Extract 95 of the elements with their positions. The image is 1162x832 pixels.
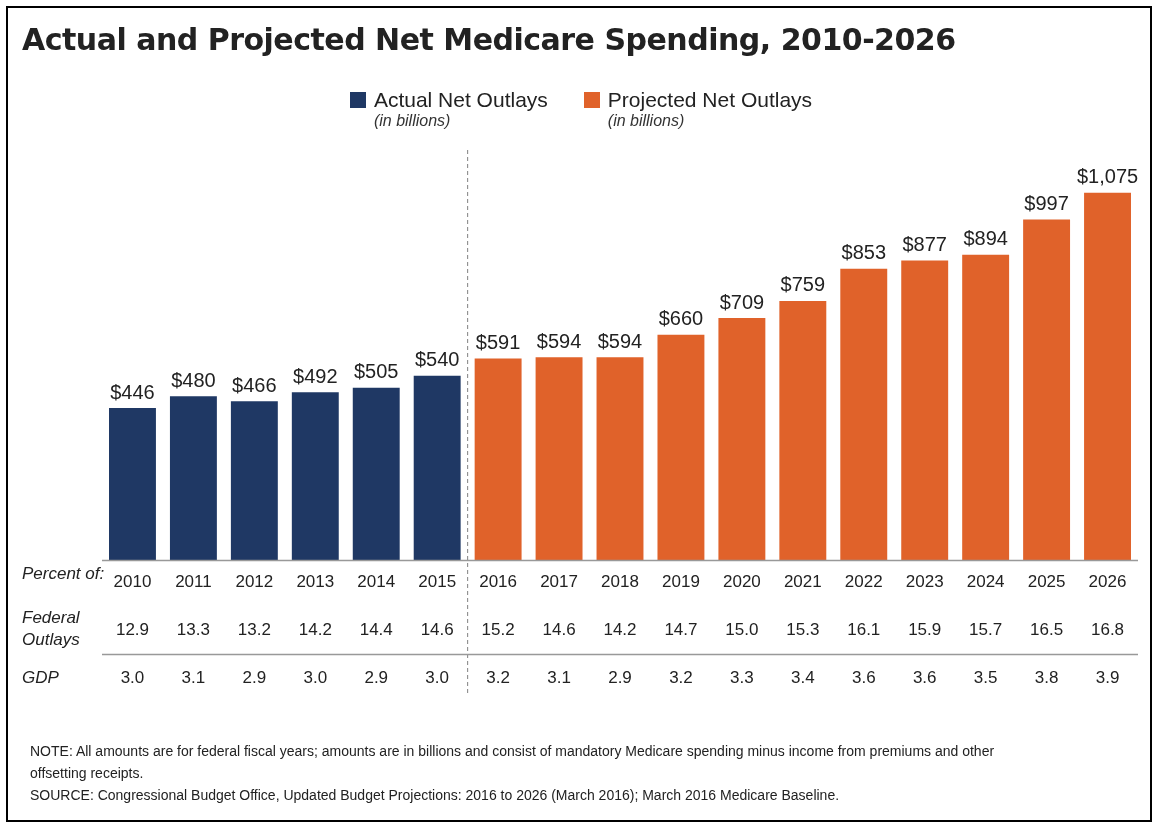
text: 3.2 (486, 668, 510, 688)
text: 3.6 (851, 668, 876, 688)
x-tick-label: 2020 (722, 572, 761, 592)
text: 12.9 (115, 620, 150, 640)
bar (535, 357, 583, 561)
x-tick-label: 2018 (601, 572, 639, 592)
bar (169, 396, 217, 561)
text: NOTE: All amounts are for federal fiscal years; amounts are in billions and consist of mandatory Medicare spending minus income from premiums and other offsetting receipts. (30, 742, 996, 783)
text: 16.5 (1030, 620, 1064, 640)
text: 14.2 (298, 620, 332, 640)
data-label: $591 (475, 330, 521, 353)
text: 14.4 (359, 620, 393, 640)
data-label: $877 (902, 233, 947, 256)
data-label: $466 (232, 373, 277, 396)
text: 3.0 (303, 668, 328, 688)
bar (840, 268, 888, 561)
text: 3.6 (912, 668, 937, 688)
bar (657, 334, 705, 561)
data-label: $540 (414, 348, 460, 371)
data-label: $709 (719, 290, 765, 313)
bar (109, 407, 156, 561)
text: 3.0 (120, 668, 145, 688)
data-label: $446 (110, 380, 155, 403)
bar (413, 375, 461, 561)
text: GDP (22, 668, 60, 688)
text: Percent of: (22, 564, 105, 584)
text: 13.3 (176, 620, 210, 640)
text: 3.1 (181, 668, 206, 688)
x-tick-label: 2021 (783, 572, 822, 592)
text: 2.9 (364, 668, 389, 688)
x-tick-label: 2022 (844, 572, 883, 592)
bar (230, 401, 278, 561)
bar (718, 318, 766, 561)
bar (901, 260, 949, 561)
x-tick-label: 2011 (175, 572, 212, 592)
text: 3.3 (730, 668, 754, 688)
data-label: $480 (171, 368, 216, 391)
data-label: $853 (841, 241, 887, 264)
x-tick-label: 2025 (1027, 572, 1066, 592)
x-tick-label: 2026 (1088, 572, 1127, 592)
text: 3.9 (1095, 668, 1120, 688)
text: 15.3 (786, 620, 820, 640)
x-tick-label: 2024 (966, 572, 1005, 592)
text: 3.0 (425, 668, 449, 688)
text: 3.1 (547, 668, 571, 688)
data-label: $660 (658, 307, 704, 330)
x-tick-label: 2023 (905, 572, 944, 592)
x-tick-label: 2013 (296, 572, 335, 592)
data-label: $505 (353, 360, 399, 383)
data-label: $492 (293, 364, 338, 387)
bar (596, 357, 644, 561)
bar (291, 392, 339, 561)
x-tick-label: 2017 (540, 572, 578, 592)
data-label: $1,075 (1076, 165, 1139, 188)
text: Federal Outlays (22, 608, 81, 650)
x-tick-label: 2015 (418, 572, 457, 592)
text: 15.7 (969, 620, 1003, 640)
bar (352, 387, 400, 561)
legend-label: Projected Net Outlays (607, 88, 813, 112)
text: 15.2 (481, 620, 515, 640)
source-note: SOURCE: Congressional Budget Office, Updated Budget Projections: 2016 to 2026 (March 2016); March 2016 Medicare Baseline. (30, 786, 841, 805)
text: 3.5 (973, 668, 998, 688)
bar (962, 254, 1010, 561)
text: 16.8 (1090, 620, 1125, 640)
bar (474, 358, 522, 561)
data-label: $759 (780, 273, 826, 296)
text: 14.6 (542, 620, 576, 640)
x-tick-label: 2019 (662, 572, 700, 592)
text: 15.9 (908, 620, 942, 640)
data-label: $594 (597, 329, 643, 352)
x-tick-label: 2014 (357, 572, 396, 592)
text: 3.8 (1034, 668, 1059, 688)
legend-label: Actual Net Outlays (373, 88, 548, 112)
bar (779, 300, 827, 561)
bar (1084, 192, 1131, 561)
text: 13.2 (237, 620, 271, 640)
text: 14.2 (603, 620, 637, 640)
text: 15.0 (725, 620, 759, 640)
text: 3.4 (791, 668, 815, 688)
bar (1023, 219, 1071, 561)
data-label: $594 (536, 329, 582, 352)
text: 14.6 (420, 620, 454, 640)
data-label: $894 (963, 227, 1008, 250)
text: (in billions) (373, 112, 452, 130)
text: (in billions) (607, 112, 686, 130)
text: 2.9 (608, 668, 632, 688)
x-tick-label: 2012 (235, 572, 274, 592)
data-label: $997 (1024, 191, 1069, 214)
text: 3.2 (669, 668, 693, 688)
x-tick-label: 2016 (479, 572, 518, 592)
text: 14.7 (664, 620, 698, 640)
text: 2.9 (242, 668, 267, 688)
text: 16.1 (847, 620, 881, 640)
x-tick-label: 2010 (113, 572, 152, 592)
chart-title: Actual and Projected Net Medicare Spending, 2010-2026 (22, 22, 956, 57)
